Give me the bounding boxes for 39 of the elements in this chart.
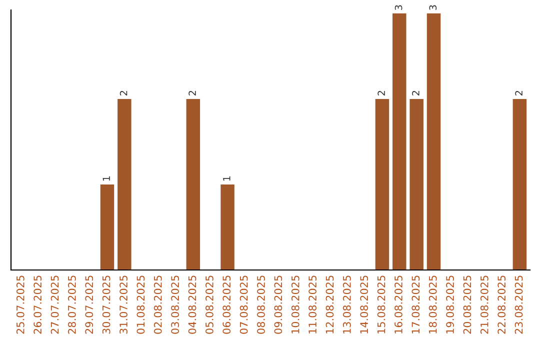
- x-tick-label: 06.08.2025: [222, 276, 231, 334]
- data-label: 1: [102, 176, 110, 181]
- x-tick-label: 23.08.2025: [514, 276, 523, 334]
- x-tick-label: 03.08.2025: [171, 276, 180, 334]
- x-tick-label: 05.08.2025: [205, 276, 214, 334]
- x-tick-label: 19.08.2025: [446, 276, 454, 334]
- x-tick-label: 25.07.2025: [16, 276, 24, 334]
- x-tick-label: 10.08.2025: [291, 276, 300, 334]
- x-tick-label: 11.08.2025: [308, 276, 316, 334]
- x-tick-label: 31.07.2025: [120, 276, 128, 334]
- data-label: 2: [412, 90, 420, 96]
- x-tick-label: 15.08.2025: [377, 276, 386, 334]
- x-tick-label: 20.08.2025: [463, 276, 472, 334]
- x-tick-label: 13.08.2025: [342, 276, 351, 334]
- x-tick-label: 30.07.2025: [102, 276, 110, 334]
- x-tick-label: 04.08.2025: [188, 276, 196, 334]
- x-tick-label: 12.08.2025: [326, 276, 334, 334]
- data-label: 3: [429, 5, 437, 10]
- x-tick-label: 16.08.2025: [394, 276, 402, 334]
- x-tick-label: 02.08.2025: [154, 276, 162, 334]
- x-tick-label: 21.08.2025: [480, 276, 488, 334]
- x-tick-label: 17.08.2025: [412, 276, 420, 334]
- x-tick-label: 18.08.2025: [428, 276, 437, 334]
- data-label: 1: [223, 176, 230, 181]
- x-tick-label: 27.07.2025: [50, 276, 59, 334]
- x-tick-label: 14.08.2025: [360, 276, 368, 334]
- data-label: 2: [378, 90, 385, 96]
- data-label: 3: [394, 5, 402, 10]
- data-label: 2: [188, 90, 196, 96]
- x-tick-label: 07.08.2025: [240, 276, 248, 334]
- data-label: 2: [120, 90, 128, 96]
- x-tick-label: 09.08.2025: [274, 276, 282, 334]
- x-tick-label: 01.08.2025: [136, 276, 145, 334]
- data-label: 2: [515, 90, 522, 96]
- x-tick-label: 28.07.2025: [68, 276, 76, 334]
- x-tick-label: 29.07.2025: [85, 276, 94, 334]
- x-tick-label: 26.07.2025: [34, 276, 42, 334]
- x-tick-label: 08.08.2025: [257, 276, 265, 334]
- x-tick-label: 22.08.2025: [498, 276, 506, 334]
